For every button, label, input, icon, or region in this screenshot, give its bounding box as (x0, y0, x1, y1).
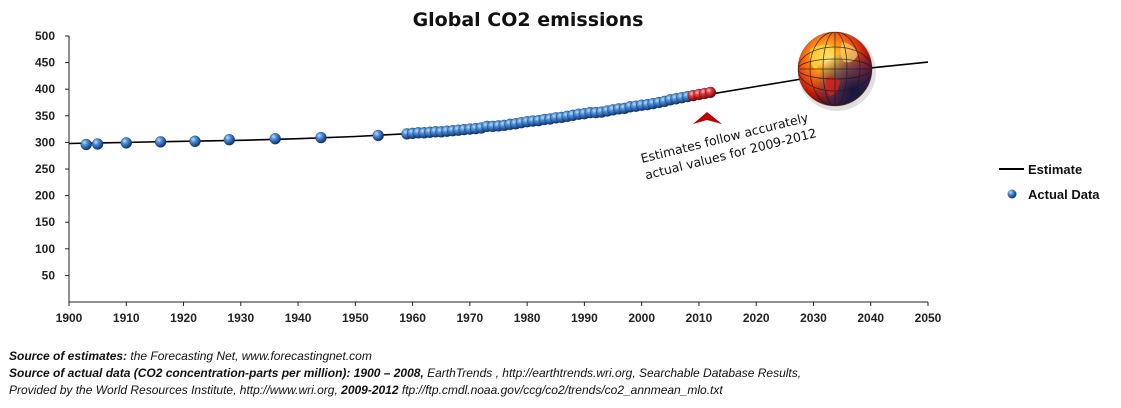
x-tick-label: 1990 (571, 311, 598, 325)
legend-estimate-label: Estimate (1028, 162, 1082, 177)
y-tick-label: 300 (35, 135, 55, 149)
legend-actual-label: Actual Data (1028, 187, 1100, 202)
x-tick-label: 2010 (686, 311, 713, 325)
y-tick-label: 500 (35, 29, 55, 43)
source-note-2: Source of actual data (CO2 concentration… (9, 366, 802, 380)
x-tick-label: 1900 (56, 311, 83, 325)
source-note-1: Source of estimates: the Forecasting Net… (9, 349, 372, 363)
x-tick-label: 2050 (915, 311, 942, 325)
legend-actual-swatch (1007, 189, 1017, 199)
x-tick-label: 2040 (857, 311, 884, 325)
actual-data-point (120, 137, 132, 149)
y-tick-label: 100 (35, 242, 55, 256)
x-tick-label: 1950 (342, 311, 369, 325)
actual-data-point (372, 129, 384, 142)
actual-data-point (315, 131, 327, 144)
legend: Estimate Actual Data (999, 162, 1100, 202)
globe-icon (797, 31, 876, 111)
x-tick-label: 1930 (227, 311, 254, 325)
chart-title: Global CO2 emissions (413, 9, 644, 31)
annotation-text: Estimates follow accurately actual value… (639, 109, 818, 183)
y-tick-label: 250 (35, 162, 55, 176)
x-tick-label: 2000 (628, 311, 655, 325)
actual-data-series (80, 86, 717, 151)
actual-data-point (269, 133, 281, 145)
x-tick-label: 1980 (514, 311, 541, 325)
x-tick-label: 1970 (457, 311, 484, 325)
annotation-arrow (693, 112, 722, 124)
x-tick-label: 1920 (170, 311, 197, 325)
y-tick-label: 400 (35, 82, 55, 96)
actual-data-point (223, 134, 235, 146)
actual-data-point (154, 136, 167, 148)
actual-data-point (91, 138, 104, 150)
x-tick-label: 2030 (800, 311, 827, 325)
x-axis-ticks: 1900 1910 1920 1930 1940 1950 1960 1970 1980 1990… (56, 302, 942, 325)
y-tick-label: 50 (42, 268, 56, 282)
source-notes: Source of estimates: the Forecasting Net… (9, 348, 801, 399)
x-tick-label: 1960 (399, 311, 426, 325)
actual-2009-2012-point (704, 86, 717, 99)
actual-data-point (80, 138, 92, 151)
y-tick-label: 450 (35, 56, 55, 70)
y-tick-label: 200 (35, 189, 55, 203)
actual-data-point (189, 135, 201, 147)
source-note-3: Provided by the World Resources Institut… (9, 383, 723, 397)
x-tick-label: 1940 (285, 311, 312, 325)
x-tick-label: 2020 (743, 311, 770, 325)
x-tick-label: 1910 (113, 311, 140, 325)
y-tick-label: 350 (35, 109, 55, 123)
y-tick-label: 150 (35, 215, 55, 229)
y-axis-ticks: 50 100 150 200 250 300 350 400 450 500 (35, 29, 69, 282)
